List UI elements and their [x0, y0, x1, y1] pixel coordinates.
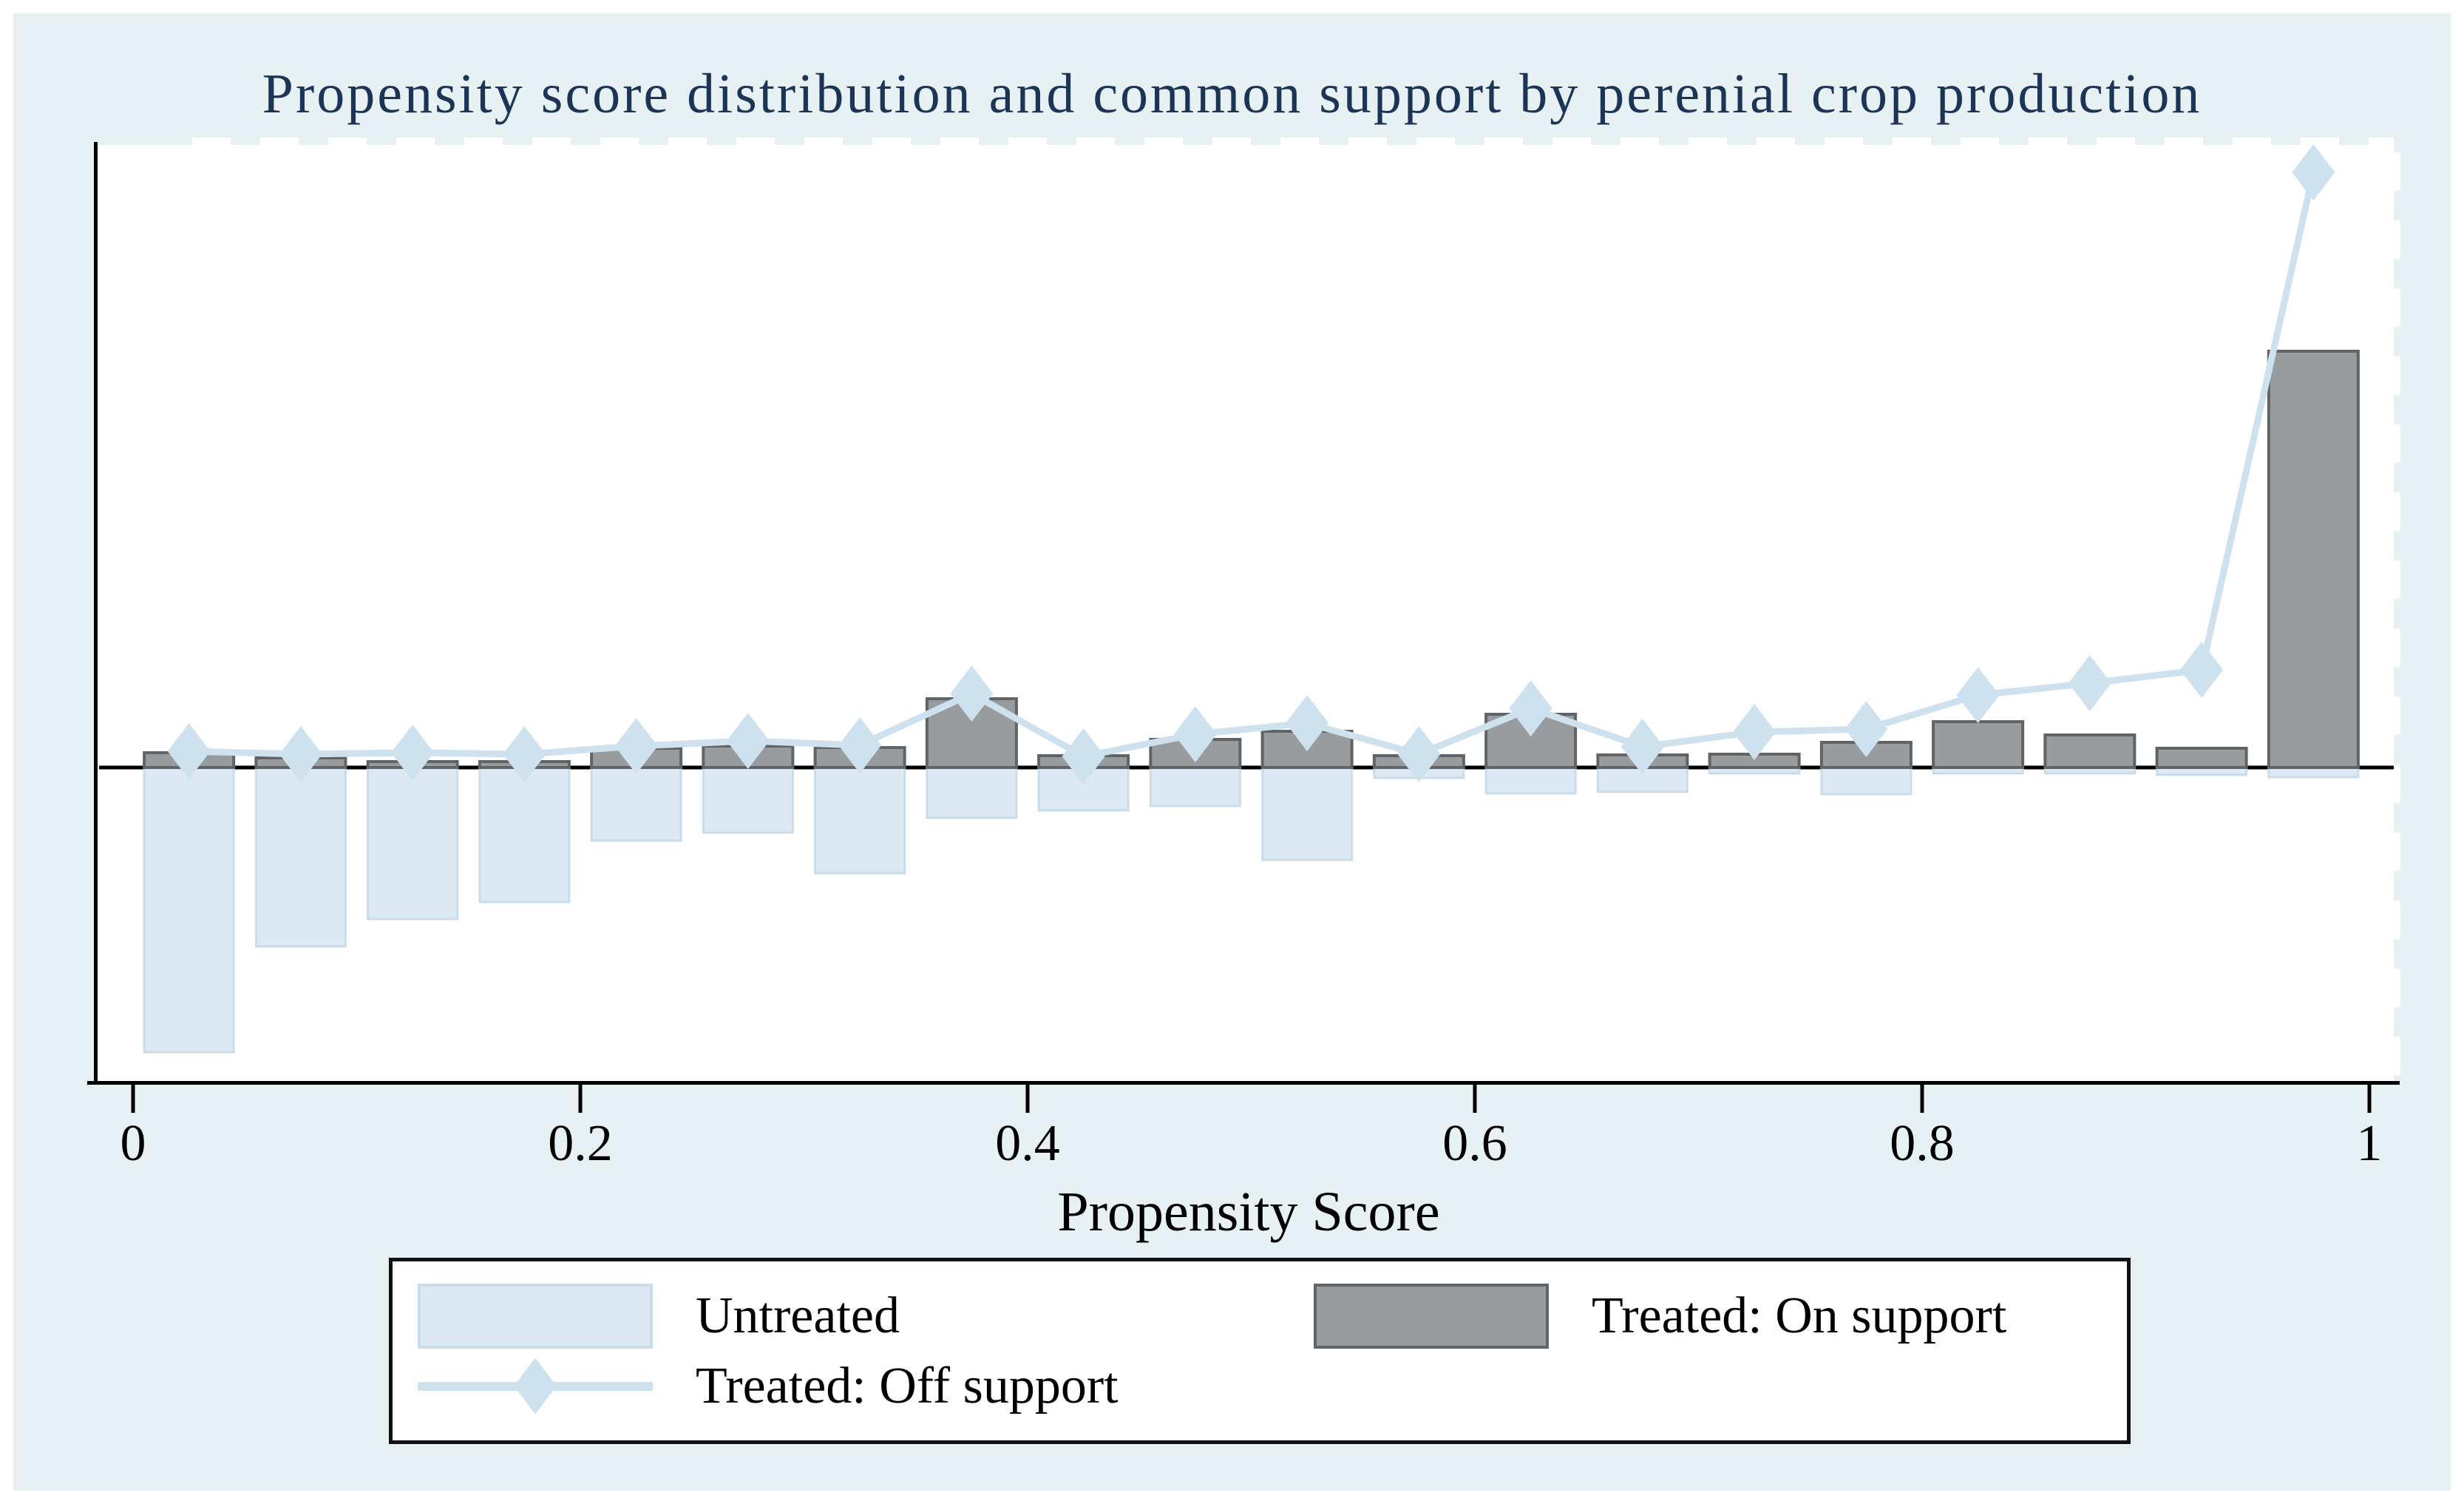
- treated-off-support-line: [189, 172, 2317, 760]
- x-axis-spine: [87, 1081, 2400, 1085]
- treated-off-support-diamond-marker: [614, 718, 658, 774]
- untreated-bar: [478, 766, 571, 904]
- zero-baseline: [99, 765, 2394, 770]
- untreated-bar: [926, 766, 1018, 819]
- treated-off-support-diamond-marker: [279, 726, 322, 782]
- treated-off-support-diamond-marker: [1509, 680, 1552, 736]
- treated-off-support-diamond-marker: [1733, 704, 1776, 760]
- legend-item-treated-off-support: Treated: Off support: [418, 1354, 1314, 1419]
- plot-area: [98, 145, 2394, 1081]
- treated-off-support-diamond-marker: [1620, 719, 1664, 775]
- y-axis-spine: [94, 142, 98, 1085]
- treated-off-support-diamond-marker: [1844, 701, 1888, 757]
- legend-item-treated-on-support: Treated: On support: [1314, 1283, 2119, 1349]
- untreated-bar: [143, 766, 235, 1054]
- x-axis-tick: [1025, 1085, 1030, 1113]
- treated-off-support-diamond-marker: [1062, 728, 1105, 785]
- treated-off-support-diamond-marker: [1397, 726, 1441, 782]
- treated-off-support-diamond-marker: [950, 665, 994, 722]
- untreated-bar: [1261, 766, 1354, 861]
- x-axis-tick: [131, 1085, 135, 1113]
- untreated-bar: [1149, 766, 1241, 807]
- x-axis-tick: [1920, 1085, 1924, 1113]
- x-tick-label: 0.6: [1442, 1115, 1507, 1172]
- treated-off-support-diamond-marker: [1956, 667, 2000, 723]
- treated-off-support-line-diamond-icon: [418, 1354, 653, 1419]
- untreated-bar: [1484, 766, 1577, 795]
- legend-label-treated-off-support: Treated: Off support: [696, 1357, 1119, 1414]
- x-tick-label: 0.2: [548, 1115, 613, 1172]
- chart-title: Propensity score distribution and common…: [262, 63, 2202, 125]
- treated-off-support-diamond-marker: [2292, 144, 2335, 200]
- legend-label-treated-on-support: Treated: On support: [1592, 1287, 2007, 1344]
- treated-off-support-diamond-marker: [726, 713, 770, 769]
- legend-item-untreated: Untreated: [418, 1283, 1314, 1349]
- x-axis-tick: [578, 1085, 583, 1113]
- treated-on-support-swatch-icon: [1314, 1283, 1549, 1349]
- treated-on-support-bar: [1932, 720, 2025, 769]
- untreated-bar: [590, 766, 682, 842]
- treated-off-support-diamond-marker: [167, 723, 211, 779]
- treated-on-support-bar: [2155, 747, 2248, 769]
- treated-on-support-bar: [2267, 350, 2360, 769]
- chart-legend: Untreated Treated: On support Treated: O…: [389, 1258, 2131, 1444]
- untreated-bar: [367, 766, 459, 921]
- treated-off-support-diamond-marker: [2180, 642, 2224, 698]
- x-tick-label: 1: [2356, 1115, 2383, 1172]
- x-axis-tick: [2367, 1085, 2372, 1113]
- untreated-bar: [702, 766, 794, 834]
- x-axis-title: Propensity Score: [1057, 1181, 1440, 1243]
- untreated-bar: [254, 766, 347, 948]
- untreated-bar: [814, 766, 906, 875]
- x-tick-label: 0.8: [1890, 1115, 1955, 1172]
- x-tick-label: 0.4: [995, 1115, 1060, 1172]
- treated-off-support-diamond-marker: [1173, 706, 1217, 762]
- untreated-bar: [1820, 766, 1913, 796]
- untreated-swatch-icon: [418, 1283, 653, 1349]
- x-tick-label: 0: [120, 1115, 146, 1172]
- treated-off-support-diamond-marker: [2068, 655, 2111, 711]
- treated-off-support-diamond-marker: [391, 725, 435, 781]
- x-axis-tick: [1473, 1085, 1477, 1113]
- treated-off-support-diamond-marker: [1286, 695, 1329, 751]
- legend-label-untreated: Untreated: [696, 1287, 900, 1344]
- treated-off-support-diamond-marker: [503, 726, 546, 782]
- treated-on-support-bar: [2043, 733, 2137, 769]
- treated-off-support-diamond-marker: [838, 717, 882, 773]
